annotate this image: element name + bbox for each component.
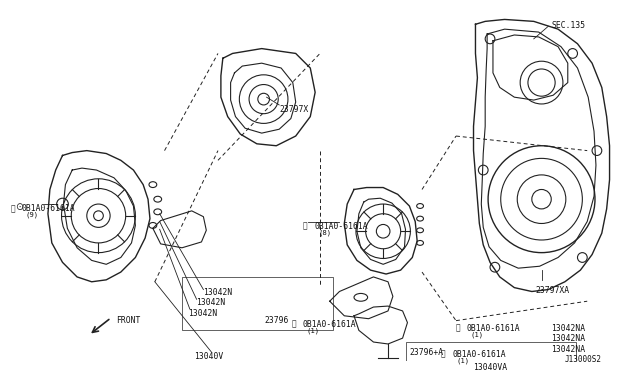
Text: FRONT: FRONT (116, 316, 140, 325)
Text: (9): (9) (26, 212, 38, 218)
Text: 13040VA: 13040VA (474, 363, 508, 372)
Text: 23796+A: 23796+A (410, 348, 444, 357)
Text: 13040V: 13040V (194, 352, 223, 361)
Text: (1): (1) (307, 327, 319, 334)
Text: ⊙: ⊙ (15, 202, 23, 212)
Text: 0B1A0-6161A: 0B1A0-6161A (303, 320, 356, 329)
Bar (182, 277, 333, 330)
Text: (8): (8) (318, 229, 331, 236)
Text: ⒱: ⒱ (291, 320, 296, 329)
Text: 23796: 23796 (264, 316, 289, 325)
Text: 13042N: 13042N (204, 288, 233, 296)
Text: 13042N: 13042N (188, 309, 217, 318)
Text: 0B1A0-6161A: 0B1A0-6161A (467, 324, 520, 333)
Text: 23797XA: 23797XA (536, 286, 570, 295)
Text: (1): (1) (470, 331, 484, 338)
Text: ⒱: ⒱ (456, 324, 460, 333)
Text: (1): (1) (456, 357, 469, 364)
Text: J13000S2: J13000S2 (565, 355, 602, 364)
Text: ⒱: ⒱ (11, 204, 15, 213)
Text: 13042NA: 13042NA (551, 334, 586, 343)
Text: SEC.135: SEC.135 (551, 21, 586, 31)
Text: 0B1A0-6161A: 0B1A0-6161A (314, 222, 368, 231)
Text: 23797X: 23797X (279, 105, 308, 114)
Text: 13042NA: 13042NA (551, 324, 586, 333)
Text: 13042N: 13042N (196, 298, 225, 307)
Text: 13042NA: 13042NA (551, 345, 586, 354)
Text: ⒱: ⒱ (303, 222, 308, 231)
Text: 0B1A0-6161A: 0B1A0-6161A (452, 350, 506, 359)
Bar (406, 342, 575, 369)
Text: 0B1A0-6161A: 0B1A0-6161A (22, 204, 76, 213)
Text: ⒱: ⒱ (441, 350, 445, 359)
